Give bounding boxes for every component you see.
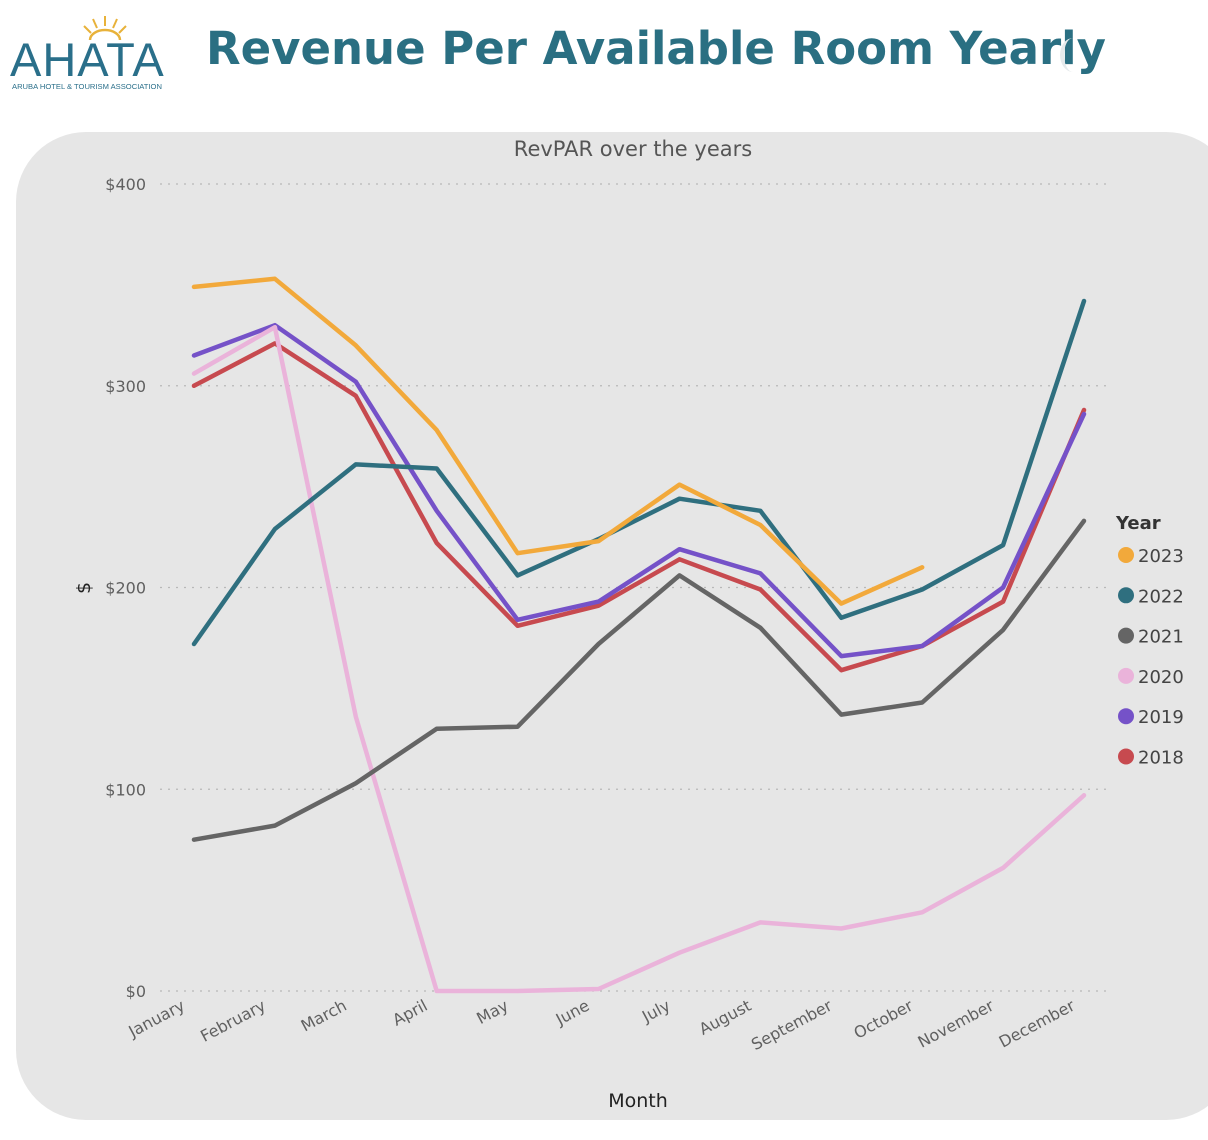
x-tick-label: September [748, 996, 835, 1054]
series-line-2019 [191, 322, 1087, 659]
legend-marker-2018 [1118, 748, 1134, 765]
x-tick-label: August [696, 996, 754, 1039]
logo-text: AHATA [10, 33, 165, 86]
legend: Year 2023 2022 2021 2020 2019 2018 [1115, 513, 1184, 769]
x-tick-label: February [197, 996, 269, 1046]
series-line-2022 [191, 298, 1087, 647]
y-tick-label: $100 [105, 780, 146, 799]
title-decoration [1060, 38, 1086, 72]
series-lines [191, 276, 1087, 994]
x-tick-label: April [389, 996, 430, 1030]
legend-label-2019: 2019 [1138, 707, 1184, 728]
legend-label-2023: 2023 [1138, 546, 1184, 567]
sun-icon [83, 16, 127, 41]
legend-marker-2023 [1118, 547, 1134, 563]
x-tick-label: May [473, 996, 511, 1028]
legend-label-2018: 2018 [1138, 748, 1184, 769]
x-tick-label: November [915, 996, 998, 1052]
y-tick-label: $400 [105, 175, 146, 194]
y-tick-label: $0 [126, 982, 146, 1001]
legend-label-2021: 2021 [1138, 627, 1184, 648]
x-tick-label: July [638, 996, 673, 1027]
x-tick-label: January [125, 996, 188, 1042]
y-tick-label: $200 [105, 579, 146, 598]
y-axis-ticks: $0 $100 $200 $300 $400 [105, 175, 146, 1001]
x-tick-label: October [851, 996, 917, 1043]
page-title: Revenue Per Available Room Yearly [206, 22, 1106, 75]
x-tick-label: March [298, 996, 350, 1036]
x-axis-ticks: January February March April May June July Augu… [125, 996, 1079, 1054]
legend-marker-2019 [1118, 708, 1134, 725]
x-tick-label: June [552, 996, 593, 1030]
ahata-logo: AHATA ARUBA HOTEL & TOURISM ASSOCIATION [10, 14, 190, 94]
series-line-2023 [191, 276, 925, 606]
legend-title: Year [1115, 513, 1161, 534]
x-axis-title: Month [608, 1090, 668, 1112]
x-tick-label: December [996, 996, 1079, 1052]
logo-subtext: ARUBA HOTEL & TOURISM ASSOCIATION [12, 82, 162, 91]
legend-label-2022: 2022 [1138, 586, 1184, 607]
series-line-2018 [191, 341, 1087, 673]
gridlines [160, 183, 1110, 992]
legend-marker-2022 [1118, 587, 1134, 604]
y-axis-title: $ [73, 582, 95, 594]
legend-label-2020: 2020 [1138, 667, 1184, 688]
chart-card [16, 132, 1208, 1120]
legend-marker-2021 [1118, 627, 1134, 644]
legend-marker-2020 [1118, 667, 1134, 684]
page-header: AHATA ARUBA HOTEL & TOURISM ASSOCIATION … [0, 0, 1208, 120]
series-line-2020 [191, 324, 1087, 994]
series-line-2021 [191, 518, 1087, 842]
y-tick-label: $300 [105, 377, 146, 396]
chart-title: RevPAR over the years [514, 137, 752, 161]
